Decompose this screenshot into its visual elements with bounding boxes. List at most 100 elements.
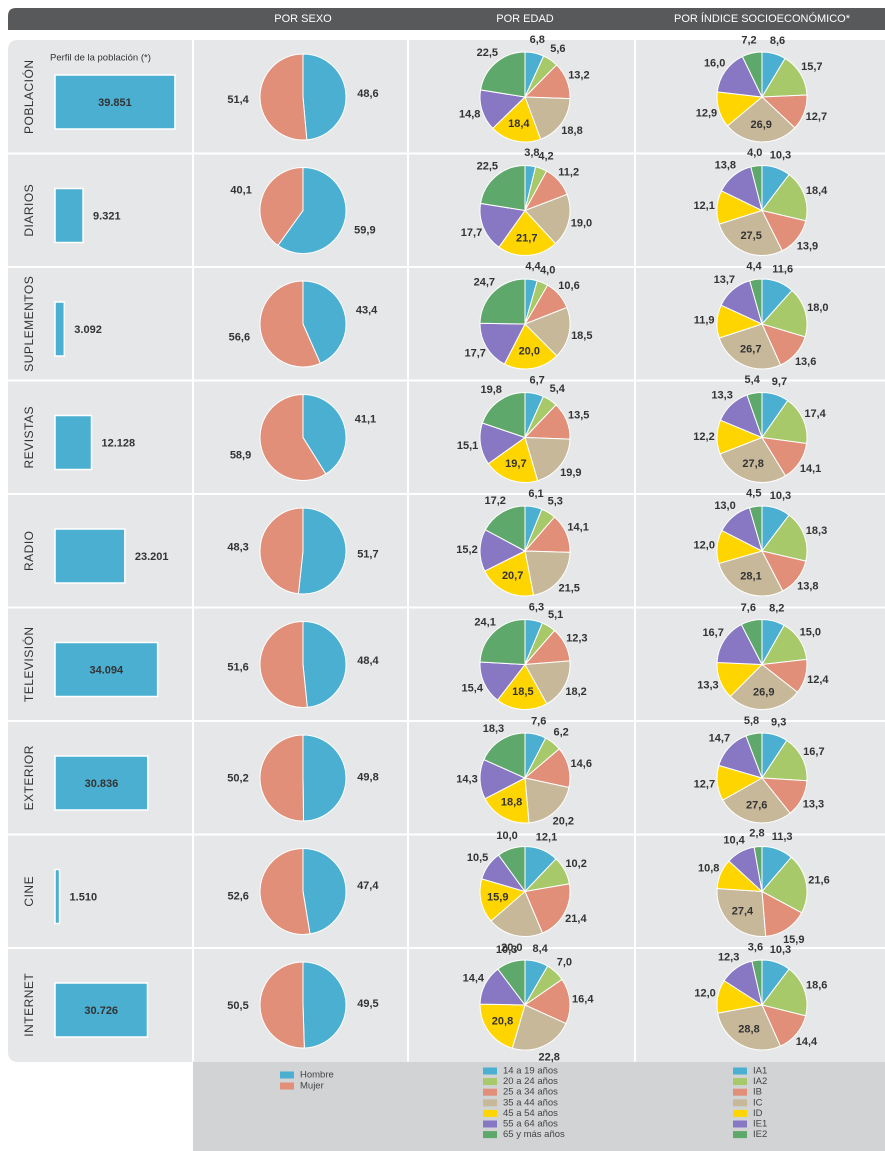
pie-value-label: 13,3 — [697, 679, 718, 691]
pie-value-label: 20,7 — [502, 570, 523, 582]
pie-value-label: 19,8 — [481, 384, 502, 396]
legend-label: 35 a 44 años — [503, 1097, 558, 1108]
pie-value-label: 11,9 — [694, 315, 715, 327]
bar-value-label: 1.510 — [70, 891, 98, 903]
pie-slice — [761, 968, 808, 1017]
pie-slice — [716, 55, 763, 98]
pie-value-label: 7,2 — [741, 34, 756, 46]
pie-value-label: 10,3 — [770, 490, 791, 502]
pie-value-label: 13,3 — [803, 799, 824, 811]
bar — [54, 414, 93, 471]
pie-value-label: 16,7 — [803, 746, 824, 758]
pie-value-label: 15,2 — [456, 544, 477, 556]
pie-value-label: 6,1 — [528, 488, 543, 500]
bar — [54, 74, 176, 130]
pie-value-label: 12,4 — [807, 674, 829, 686]
legend-label: IA1 — [753, 1066, 767, 1077]
pie-value-label: 13,5 — [568, 409, 589, 421]
pie-slice — [259, 166, 304, 247]
row-label: TELEVISIÓN — [21, 626, 36, 702]
pie-value-label: 5,8 — [744, 715, 759, 727]
row-label: SUPLEMENTOS — [22, 276, 36, 372]
legend-swatch — [733, 1131, 747, 1139]
legend-swatch — [733, 1120, 747, 1128]
pie-value-label: 51,4 — [227, 94, 249, 106]
pie-slice — [479, 322, 526, 365]
pie-value-label: 16,0 — [704, 57, 725, 69]
pie-slice — [748, 505, 763, 552]
legend-panel — [193, 1062, 885, 1151]
pie-value-label: 5,4 — [745, 374, 761, 386]
pie-slice — [497, 959, 526, 1007]
pie-value-label: 5,4 — [550, 383, 566, 395]
column-header: POR ÍNDICE SOCIOECONÓMICO* — [674, 12, 851, 25]
pie-value-label: 9,7 — [772, 376, 787, 388]
bar-title: Perfil de la población (*) — [50, 53, 151, 64]
pie-slice — [523, 978, 571, 1025]
pie-slice — [479, 202, 526, 248]
pie-value-label: 27,6 — [746, 799, 767, 811]
pie-value-label: 7,6 — [741, 602, 756, 614]
pie-value-label: 14,1 — [567, 522, 588, 534]
pie-value-label: 17,7 — [461, 227, 482, 239]
pie-value-label: 8,6 — [770, 35, 785, 47]
column-header: POR EDAD — [496, 13, 554, 25]
pie-slice — [498, 209, 557, 256]
pie-slice — [726, 96, 796, 143]
pie-value-label: 10,0 — [496, 830, 517, 842]
legend-swatch — [483, 1067, 497, 1075]
pie-value-label: 10,5 — [467, 852, 488, 864]
pie-value-label: 19,9 — [560, 467, 581, 479]
pie-slice — [259, 53, 308, 141]
bar — [54, 528, 126, 584]
pie-value-label: 40,1 — [230, 185, 251, 197]
legend-swatch — [483, 1131, 497, 1139]
pie-value-label: 13,3 — [711, 389, 732, 401]
pie-value-label: 4,0 — [540, 265, 555, 277]
legend-label: 14 a 19 años — [503, 1066, 558, 1077]
pie-value-label: 22,5 — [477, 160, 498, 172]
row-label: REVISTAS — [22, 406, 36, 468]
pie-value-label: 11,3 — [772, 831, 793, 843]
pie-value-label: 12,7 — [694, 779, 715, 791]
pie-value-label: 4,5 — [746, 487, 761, 499]
legend-swatch — [733, 1109, 747, 1117]
pie-value-label: 14,3 — [456, 774, 477, 786]
legend-swatch — [280, 1082, 294, 1090]
pie-value-label: 15,7 — [801, 61, 822, 73]
pie-value-label: 5,6 — [550, 43, 565, 55]
pie-slice — [751, 959, 763, 1006]
pie-value-label: 11,2 — [558, 166, 579, 178]
pie-value-label: 10,8 — [698, 863, 719, 875]
bar — [54, 187, 84, 244]
pie-value-label: 21,6 — [808, 875, 829, 887]
row-label: RADIO — [22, 530, 36, 571]
pie-value-label: 4,4 — [746, 260, 762, 272]
pie-slice — [511, 1004, 567, 1051]
pie-value-label: 12,0 — [694, 539, 715, 551]
pie-value-label: 22,8 — [538, 1052, 559, 1064]
legend-swatch — [733, 1099, 747, 1107]
pie-value-label: 10,3 — [496, 944, 517, 956]
legend-swatch — [483, 1120, 497, 1128]
pie-value-label: 17,4 — [804, 408, 826, 420]
legend-label: 20 a 24 años — [503, 1076, 558, 1087]
bar — [54, 868, 61, 925]
pie-value-label: 41,1 — [355, 413, 376, 425]
pie-value-label: 14,4 — [463, 973, 485, 985]
pie-value-label: 20,8 — [492, 1015, 513, 1027]
pie-slice — [302, 734, 347, 822]
pie-slice — [761, 856, 808, 914]
pie-value-label: 28,1 — [740, 571, 761, 583]
pie-slice — [761, 890, 803, 937]
pie-value-label: 28,8 — [738, 1024, 759, 1036]
legend-label: Mujer — [300, 1081, 324, 1092]
pie-value-label: 18,8 — [561, 125, 582, 137]
pie-value-label: 15,0 — [800, 626, 821, 638]
pie-value-label: 51,7 — [357, 548, 378, 560]
pie-value-label: 9,3 — [771, 716, 786, 728]
pie-slice — [718, 550, 784, 597]
pie-slice — [524, 550, 571, 596]
pie-slice — [753, 845, 763, 892]
bar — [54, 982, 149, 1038]
